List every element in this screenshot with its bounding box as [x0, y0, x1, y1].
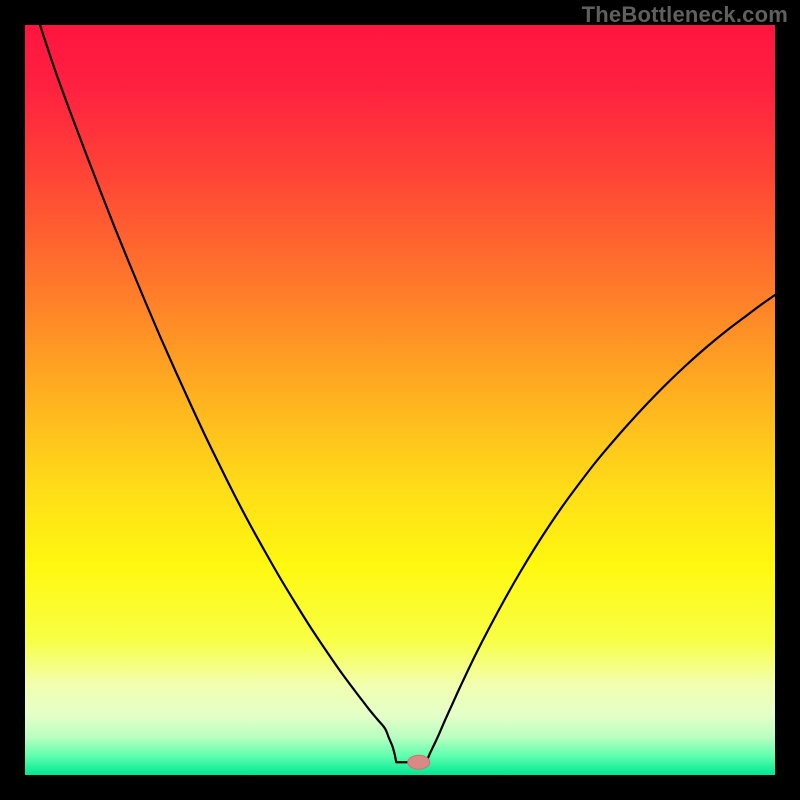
watermark-text: TheBottleneck.com	[582, 2, 788, 28]
chart-frame: { "watermark": { "text": "TheBottleneck.…	[0, 0, 800, 800]
bottleneck-chart	[0, 0, 800, 800]
notch-marker	[408, 755, 430, 769]
plot-background	[25, 25, 775, 775]
